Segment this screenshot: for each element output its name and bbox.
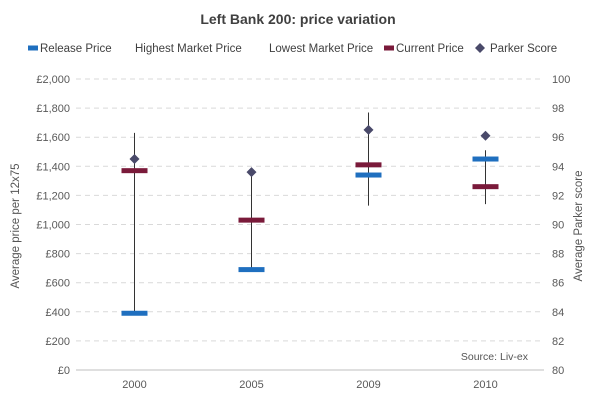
current-price-marker xyxy=(355,162,382,168)
legend-swatch xyxy=(475,43,485,53)
y-tick-label: £1,400 xyxy=(36,161,70,173)
x-tick-label: 2005 xyxy=(239,379,263,391)
y2-tick-label: 98 xyxy=(552,103,564,115)
legend-item: Current Price xyxy=(396,43,464,55)
y2-axis-label: Average Parker score xyxy=(573,170,585,281)
current-price-marker xyxy=(121,168,148,174)
y2-tick-label: 90 xyxy=(552,220,564,232)
y-axis-ticks: £0 £200 £400 £600 £800 £1,000 £1,200 £1,400 £1,6… xyxy=(36,74,70,377)
release-price-marker xyxy=(238,267,265,273)
x-tick-label: 2000 xyxy=(122,379,146,391)
legend-item: Parker Score xyxy=(490,43,557,55)
y2-tick-label: 94 xyxy=(552,161,564,173)
y2-tick-label: 80 xyxy=(552,365,564,377)
y2-tick-label: 88 xyxy=(552,249,564,261)
legend-swatch xyxy=(28,45,38,51)
release-price-marker xyxy=(355,172,382,178)
legend-item: Release Price xyxy=(40,43,112,55)
y-tick-label: £200 xyxy=(46,336,70,348)
y-tick-label: £2,000 xyxy=(36,74,70,86)
current-price-marker xyxy=(472,184,499,190)
y-tick-label: £1,600 xyxy=(36,132,70,144)
y-tick-label: £1,200 xyxy=(36,190,70,202)
y-tick-label: £1,800 xyxy=(36,103,70,115)
y2-tick-label: 82 xyxy=(552,336,564,348)
y-tick-label: £0 xyxy=(58,365,70,377)
legend-item: Highest Market Price xyxy=(135,43,242,55)
legend-swatch xyxy=(384,45,394,51)
y2-tick-label: 92 xyxy=(552,190,564,202)
x-tick-label: 2009 xyxy=(356,379,380,391)
release-price-marker xyxy=(472,156,499,162)
parker-score-point xyxy=(363,124,374,135)
x-axis-ticks: 2000 2005 2009 2010 xyxy=(122,379,497,391)
y-axis-label: Average price per 12x75 xyxy=(10,163,22,288)
y2-tick-label: 86 xyxy=(552,278,564,290)
y2-axis-ticks: 80 82 84 86 88 90 92 94 96 98 100 xyxy=(552,74,570,377)
x-tick-label: 2010 xyxy=(473,379,497,391)
parker-score-point xyxy=(246,167,257,178)
parker-score-point xyxy=(129,154,140,165)
current-price-marker xyxy=(238,217,265,223)
chart-marks xyxy=(121,112,499,316)
y2-tick-label: 84 xyxy=(552,307,564,319)
y-tick-label: £800 xyxy=(46,249,70,261)
legend-item: Lowest Market Price xyxy=(269,43,373,55)
y-tick-label: £600 xyxy=(46,278,70,290)
release-price-marker xyxy=(121,310,148,316)
gridlines xyxy=(76,78,544,371)
y-tick-label: £1,000 xyxy=(36,220,70,232)
chart-title: Left Bank 200: price variation xyxy=(200,11,395,27)
source-note: Source: Liv-ex xyxy=(461,351,529,363)
legend: Release Price Highest Market Price Lowest … xyxy=(28,43,557,55)
y2-tick-label: 100 xyxy=(552,74,570,86)
y2-tick-label: 96 xyxy=(552,132,564,144)
y-tick-label: £400 xyxy=(46,307,70,319)
parker-score-point xyxy=(480,130,491,141)
